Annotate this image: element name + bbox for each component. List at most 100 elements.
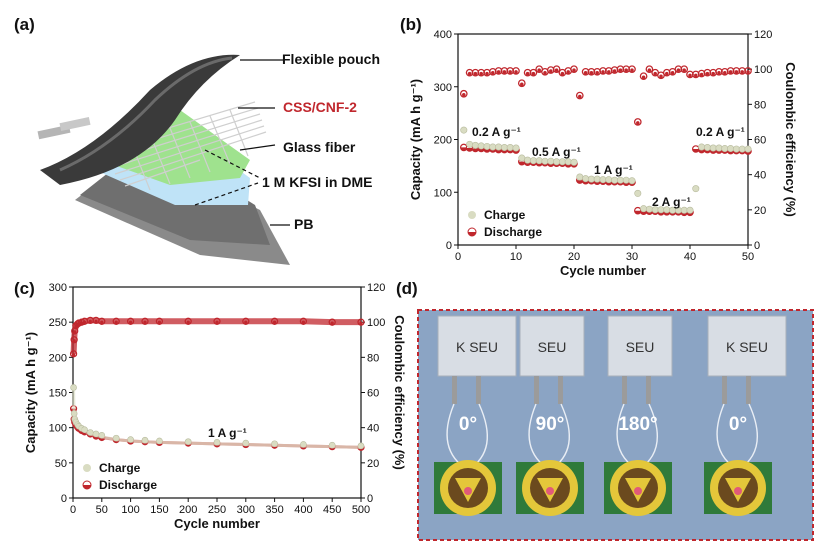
chart-b-ytick-label: 100 (434, 187, 452, 199)
chart-b-point (680, 65, 689, 74)
legend-discharge-label: Discharge (484, 225, 542, 239)
chart-c-point-fill (71, 353, 76, 357)
chart-b-point (575, 91, 584, 100)
pouch-cell (519, 315, 585, 377)
clip-left (452, 376, 457, 404)
chart-b-point (495, 143, 503, 151)
chart-b-point (645, 65, 654, 74)
chart-c-xtick-label: 250 (208, 504, 226, 516)
chart-b-y2tick-label: 120 (754, 29, 772, 41)
chart-c-series-coulombic-efficiency (69, 316, 365, 358)
chart-c-ytick-label: 0 (61, 493, 67, 505)
chart-b-point-fill (746, 70, 750, 74)
chart-b-point (744, 67, 752, 75)
chart-b-point-fill (692, 148, 699, 153)
chart-b-point-fill (502, 70, 507, 74)
chart-b-ytick-label: 400 (434, 29, 452, 41)
legend-discharge-marker-fill (468, 232, 476, 236)
chart-b-point (605, 176, 613, 184)
chart-b-point (483, 142, 491, 150)
chart-b: 0 10 20 30 40 500100200300400020406080100120C… (408, 29, 798, 278)
chart-c-ytick-label: 300 (49, 282, 67, 294)
chart-c-ytick-label: 50 (55, 458, 67, 470)
legend-charge-marker (83, 464, 91, 472)
chart-b-point-fill (472, 148, 479, 152)
chart-b-point-fill (466, 147, 473, 152)
chart-b-point-fill (612, 69, 617, 73)
chart-b-ylabel: Capacity (mA h g⁻¹) (408, 79, 423, 200)
pouch-cell (437, 315, 517, 377)
pouch-cell (607, 315, 673, 377)
chart-b-point (686, 206, 694, 214)
chart-c-y2tick-label: 60 (367, 388, 379, 400)
chart-b-point-fill (554, 68, 559, 72)
legend-discharge-label: Discharge (99, 478, 157, 492)
seal-led (546, 487, 554, 495)
chart-b-point-fill (659, 74, 663, 79)
panel-d: (d) K SEU 0° SEU 90° SEU 180° K SEU 0° (396, 279, 814, 541)
chart-b-point (553, 158, 561, 166)
chart-b-point-fill (665, 71, 669, 76)
chart-b-point (570, 158, 578, 166)
label-css-cnf: CSS/CNF-2 (283, 99, 357, 115)
chart-b-y2tick-label: 0 (754, 240, 760, 252)
pouch-sheet-highlight (59, 56, 233, 172)
label-flexible-pouch: Flexible pouch (282, 51, 380, 67)
chart-b-point-fill (634, 210, 641, 214)
chart-c-y2tick-label: 40 (367, 423, 379, 435)
chart-b-point (732, 145, 740, 153)
chart-c-ytick-label: 150 (49, 388, 67, 400)
label-pb: PB (294, 216, 313, 232)
leader-lines (194, 59, 290, 226)
panel-d-letter: (d) (396, 279, 418, 298)
photo-3: SEU 180° (604, 315, 673, 516)
chart-b-point-fill (595, 71, 599, 75)
chart-b-point-fill (624, 68, 628, 72)
chart-b-point-fill (543, 71, 547, 75)
chart-c: 0 50 100 150 200 250 300 350 400 450 5000501001502… (23, 282, 407, 531)
pouch-handwriting: K SEU (456, 339, 498, 355)
chart-b-point-fill (670, 71, 675, 75)
chart-b-point-fill (467, 71, 472, 76)
legend-charge-label: Charge (99, 461, 141, 475)
chart-b-point (633, 118, 642, 126)
chart-b-y2tick-label: 60 (754, 135, 766, 147)
chart-b-point (639, 72, 648, 81)
chart-b-xtick-label: 20 (568, 251, 580, 263)
chart-b-point (738, 145, 746, 153)
chart-b-ytick-label: 0 (446, 240, 452, 252)
chart-b-annotation: 0.2 A g⁻¹ (472, 125, 521, 139)
chart-b-point-fill (478, 148, 485, 152)
bend-angle-label: 0° (729, 414, 747, 435)
chart-b-point-fill (520, 82, 524, 86)
chart-c-xtick-label: 200 (179, 504, 197, 516)
panel-a: (a) Flexi (14, 15, 380, 265)
chart-b-point (628, 177, 636, 185)
chart-c-ytick-label: 200 (49, 352, 67, 364)
chart-b-point (506, 143, 514, 151)
chart-b-point (640, 205, 648, 213)
chart-c-band (70, 317, 361, 354)
chart-b-point (459, 89, 468, 98)
chart-c-xtick-label: 50 (96, 504, 108, 516)
bend-angle-label: 90° (536, 414, 565, 435)
label-electrolyte: 1 M KFSI in DME (262, 174, 372, 190)
pouch-handwriting: SEU (626, 339, 655, 355)
chart-b-point-fill (734, 70, 739, 74)
chart-b-point-fill (618, 68, 623, 72)
chart-b-point-fill (728, 70, 733, 74)
pouch-illustration (37, 54, 290, 265)
chart-b-point (576, 173, 584, 181)
chart-b-xtick-label: 0 (455, 251, 461, 263)
chart-c-y2tick-label: 100 (367, 317, 385, 329)
chart-b-point (703, 143, 711, 151)
legend-charge-marker (468, 211, 476, 219)
chart-b-point (518, 154, 526, 162)
chart-b-annotation: 2 A g⁻¹ (652, 195, 691, 209)
chart-b-point-fill (508, 70, 512, 74)
chart-b-point-fill (711, 71, 715, 76)
chart-b-point-fill (560, 71, 565, 76)
chart-b-point-fill (531, 71, 536, 76)
chart-b-xtick-label: 30 (626, 251, 638, 263)
